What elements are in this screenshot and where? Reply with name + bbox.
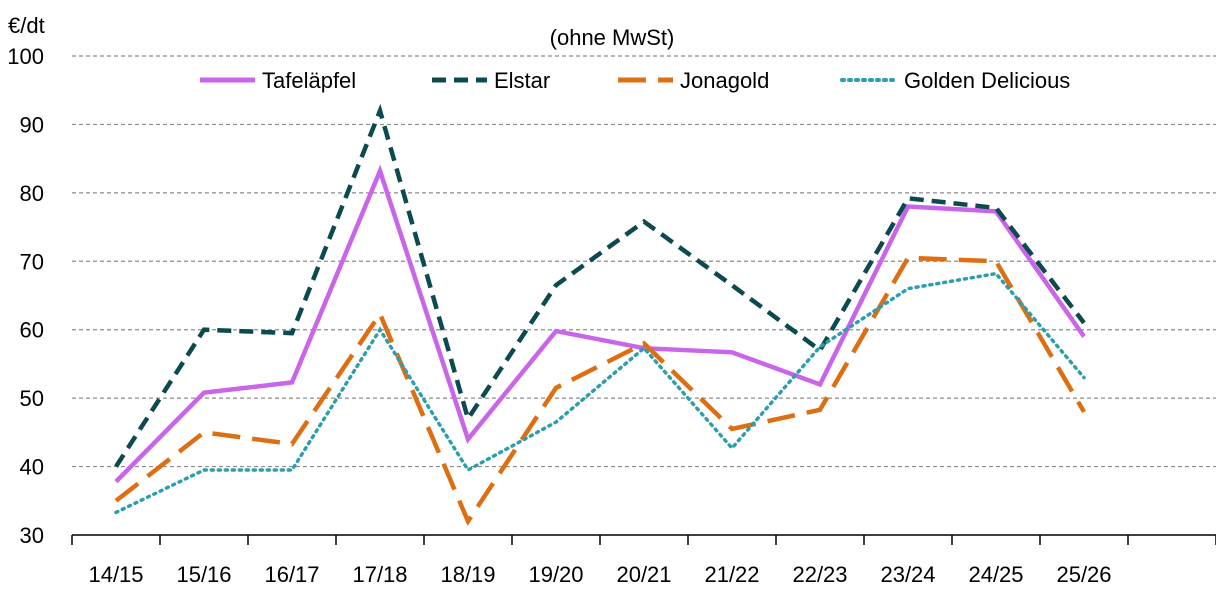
y-tick-label: 70 (20, 249, 44, 274)
x-tick-label: 22/23 (792, 562, 847, 587)
x-tick-label: 25/26 (1056, 562, 1111, 587)
y-tick-label: 80 (20, 181, 44, 206)
y-tick-label: 90 (20, 112, 44, 137)
x-tick-label: 15/16 (176, 562, 231, 587)
x-tick-label: 23/24 (880, 562, 935, 587)
y-tick-label: 30 (20, 523, 44, 548)
series-line-elstar (114, 103, 1086, 468)
y-axis-label: €/dt (8, 13, 45, 38)
x-tick-label: 21/22 (704, 562, 759, 587)
x-tick-label: 18/19 (440, 562, 495, 587)
legend-label: Elstar (494, 68, 550, 93)
series-line-jonagold (114, 255, 1086, 527)
legend: Tafeläpfel Elstar Jonagold Golden Delicious (200, 68, 1070, 93)
y-axis-ticks: 30 40 50 60 70 80 90 100 (7, 44, 44, 548)
x-tick-label: 17/18 (352, 562, 407, 587)
x-axis: 14/15 15/16 16/17 17/18 18/19 19/20 20/21 21/22… (71, 534, 1216, 587)
y-tick-label: 50 (20, 386, 44, 411)
chart-subtitle: (ohne MwSt) (550, 25, 675, 50)
y-tick-label: 100 (7, 44, 44, 69)
x-tick-label: 20/21 (616, 562, 671, 587)
y-tick-label: 60 (20, 318, 44, 343)
legend-label: Jonagold (680, 68, 769, 93)
series-lines (114, 103, 1086, 527)
x-tick-label: 14/15 (88, 562, 143, 587)
legend-label: Tafeläpfel (262, 68, 356, 93)
y-tick-label: 40 (20, 455, 44, 480)
x-tick-label: 24/25 (968, 562, 1023, 587)
x-tick-label: 19/20 (528, 562, 583, 587)
grid-lines (72, 55, 1216, 468)
series-line-tafel-pfel (114, 164, 1086, 484)
x-tick-label: 16/17 (264, 562, 319, 587)
series-line-golden-delicious (114, 271, 1086, 515)
legend-label: Golden Delicious (904, 68, 1070, 93)
